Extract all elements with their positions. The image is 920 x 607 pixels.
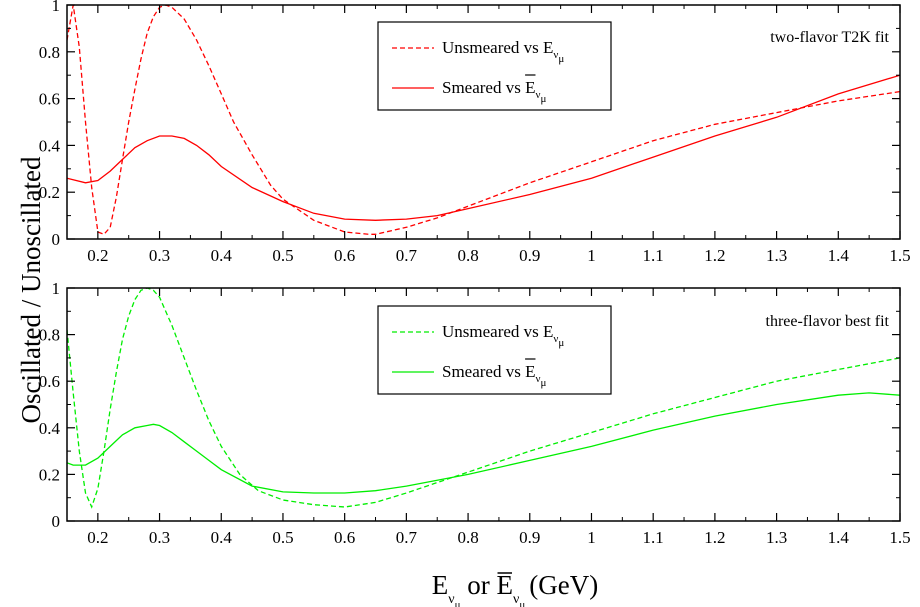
x-tick-label: 1 xyxy=(587,528,596,547)
legend-box xyxy=(377,21,612,111)
x-tick-label: 0.3 xyxy=(149,528,170,547)
x-tick-label: 0.9 xyxy=(519,246,540,265)
y-tick-label: 0.2 xyxy=(39,183,60,202)
x-tick-label: 0.8 xyxy=(457,528,478,547)
x-tick-label: 0.7 xyxy=(396,528,418,547)
panel-annotation: three-flavor best fit xyxy=(766,313,890,330)
y-tick-label: 0.6 xyxy=(39,90,60,109)
x-tick-label: 0.6 xyxy=(334,528,355,547)
panel-2: 0.2 0.3 0.4 0.5 0.6 0.7 0.8 0.9 1 1.1 1.2 1.3 1.4 1.5… xyxy=(39,279,911,547)
y-tick-label: 0.4 xyxy=(39,419,61,438)
legend-box xyxy=(377,305,612,395)
legend-entry-label: Smeared vs Eνμ xyxy=(442,78,546,105)
x-tick-label: 1.4 xyxy=(828,528,850,547)
y-tick-label: 0 xyxy=(52,230,61,249)
legend: Unsmeared vs Eνμ Smeared vs Eνμ xyxy=(377,305,612,395)
x-tick-label: 0.7 xyxy=(396,246,418,265)
smeared-series-line-2 xyxy=(67,392,900,494)
x-tick-label: 1.2 xyxy=(704,246,725,265)
y-tick-label: 0.6 xyxy=(39,372,60,391)
y-tick-label: 0.8 xyxy=(39,326,60,345)
smeared-series-line-1 xyxy=(67,74,900,221)
x-axis-title: Eνμ or Eνμ(GeV) xyxy=(432,570,598,607)
x-tick-label: 0.5 xyxy=(272,528,293,547)
x-tick-label: 0.5 xyxy=(272,246,293,265)
x-tick-label: 1.3 xyxy=(766,246,787,265)
legend: Unsmeared vs Eνμ Smeared vs Eνμ xyxy=(377,21,612,111)
x-tick-label: 1.5 xyxy=(889,246,910,265)
y-tick-label: 0 xyxy=(52,512,61,531)
x-tick-label: 0.8 xyxy=(457,246,478,265)
x-tick-label: 0.9 xyxy=(519,528,540,547)
x-tick-label: 1.1 xyxy=(643,246,664,265)
x-tick-label: 1.4 xyxy=(828,246,850,265)
y-tick-label: 0.4 xyxy=(39,136,61,155)
x-tick-label: 1 xyxy=(587,246,596,265)
x-tick-label: 1.2 xyxy=(704,528,725,547)
x-tick-label: 0.2 xyxy=(87,528,108,547)
legend-entry-label: Unsmeared vs Eνμ xyxy=(442,322,564,349)
x-tick-label: 1.5 xyxy=(889,528,910,547)
x-tick-label: 0.6 xyxy=(334,246,355,265)
y-tick-label: 0.8 xyxy=(39,43,60,62)
x-tick-label: 0.4 xyxy=(211,528,233,547)
x-tick-label: 0.3 xyxy=(149,246,170,265)
legend-entry-label: Unsmeared vs Eνμ xyxy=(442,38,564,65)
y-tick-label: 1 xyxy=(52,0,61,15)
y-tick-label: 0.2 xyxy=(39,465,60,484)
unsmeared-series-line-2 xyxy=(67,288,900,509)
panel-1: 0.2 0.3 0.4 0.5 0.6 0.7 0.8 0.9 1 1.1 1.2 1.3 1.4 1.5… xyxy=(39,0,911,265)
unsmeared-series-line-1 xyxy=(67,5,900,236)
panel-annotation: two-flavor T2K fit xyxy=(770,29,889,46)
x-tick-label: 0.4 xyxy=(211,246,233,265)
y-axis-title: Oscillated / Unoscillated xyxy=(16,156,46,423)
x-tick-label: 1.3 xyxy=(766,528,787,547)
x-tick-label: 0.2 xyxy=(87,246,108,265)
legend-entry-label: Smeared vs Eνμ xyxy=(442,362,546,389)
x-tick-label: 1.1 xyxy=(643,528,664,547)
y-tick-label: 1 xyxy=(52,279,61,298)
